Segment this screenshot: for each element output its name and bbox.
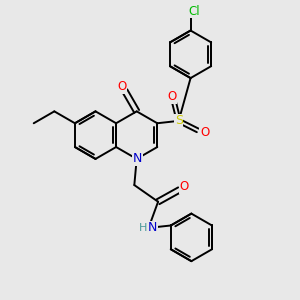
Text: N: N (148, 221, 157, 234)
Text: O: O (180, 180, 189, 194)
Text: O: O (117, 80, 127, 93)
Text: S: S (175, 114, 183, 128)
Text: N: N (133, 152, 142, 165)
Text: O: O (200, 126, 209, 139)
Text: H: H (139, 223, 147, 233)
Text: Cl: Cl (189, 5, 200, 18)
Text: O: O (167, 90, 177, 104)
